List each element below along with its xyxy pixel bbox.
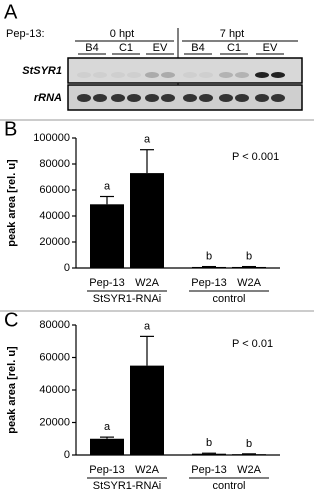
significance-letter: b: [246, 250, 252, 262]
annotation: P < 0.001: [232, 151, 279, 163]
y-tick-label: 60000: [39, 184, 70, 196]
x-tick-label: W2A: [237, 277, 262, 289]
band: [183, 72, 197, 78]
group-label: StSYR1-RNAi: [93, 293, 161, 305]
y-tick-label: 20000: [39, 416, 70, 428]
bar: [232, 454, 266, 455]
band: [271, 72, 285, 78]
annotation: P < 0.01: [232, 338, 273, 350]
band: [93, 94, 107, 102]
y-tick-label: 40000: [39, 210, 70, 222]
significance-letter: a: [144, 320, 151, 332]
bar: [130, 365, 164, 455]
band: [183, 94, 197, 102]
y-tick-label: 80000: [39, 319, 70, 331]
x-tick-label: W2A: [237, 464, 262, 476]
y-tick-label: 20000: [39, 236, 70, 248]
bar: [232, 266, 266, 268]
timepoint-label: 7 hpt: [220, 28, 244, 40]
lane-label: C1: [119, 42, 133, 54]
band: [219, 72, 233, 78]
bar: [192, 453, 226, 455]
row-label: rRNA: [34, 92, 62, 104]
y-tick-label: 100000: [33, 132, 70, 144]
lane-label: C1: [227, 42, 241, 54]
y-tick-label: 0: [64, 262, 70, 274]
band: [255, 72, 269, 78]
band: [235, 72, 249, 78]
treatment-label: Pep-13:: [6, 28, 45, 40]
band: [77, 72, 91, 78]
panel-label: B: [4, 118, 17, 140]
lane-label: EV: [153, 42, 168, 54]
lane-label: B4: [85, 42, 98, 54]
band: [145, 72, 159, 78]
band: [145, 94, 159, 102]
lane-label: B4: [191, 42, 204, 54]
band: [77, 94, 91, 102]
band: [199, 72, 213, 78]
band: [255, 94, 269, 102]
x-tick-label: Pep-13: [89, 277, 124, 289]
y-tick-label: 60000: [39, 351, 70, 363]
significance-letter: a: [104, 421, 111, 433]
x-tick-label: Pep-13: [191, 464, 226, 476]
bar: [130, 173, 164, 268]
bar: [192, 266, 226, 268]
band: [161, 72, 175, 78]
band: [271, 94, 285, 102]
panel-label: C: [4, 309, 18, 331]
significance-letter: b: [206, 437, 212, 449]
bar: [90, 204, 124, 268]
band: [161, 94, 175, 102]
band: [219, 94, 233, 102]
y-axis-label: peak area [rel. u]: [6, 346, 18, 434]
lane-label: EV: [263, 42, 278, 54]
group-label: StSYR1-RNAi: [93, 480, 161, 492]
band: [127, 72, 141, 78]
row-label: StSYR1: [22, 65, 62, 77]
band: [235, 94, 249, 102]
y-tick-label: 0: [64, 449, 70, 461]
x-tick-label: Pep-13: [89, 464, 124, 476]
band: [199, 94, 213, 102]
significance-letter: a: [144, 134, 151, 146]
group-label: control: [212, 293, 245, 305]
bar: [90, 438, 124, 455]
x-tick-label: Pep-13: [191, 277, 226, 289]
y-tick-label: 80000: [39, 158, 70, 170]
x-tick-label: W2A: [135, 464, 160, 476]
significance-letter: b: [206, 250, 212, 262]
timepoint-label: 0 hpt: [110, 28, 134, 40]
band: [111, 94, 125, 102]
x-tick-label: W2A: [135, 277, 160, 289]
blot-row: [67, 57, 303, 84]
panel-label: A: [4, 1, 18, 23]
group-label: control: [212, 480, 245, 492]
significance-letter: a: [104, 180, 111, 192]
y-tick-label: 40000: [39, 384, 70, 396]
band: [93, 72, 107, 78]
significance-letter: b: [246, 438, 252, 450]
band: [111, 72, 125, 78]
y-axis-label: peak area [rel. u]: [6, 159, 18, 247]
blot: [77, 72, 285, 102]
band: [127, 94, 141, 102]
